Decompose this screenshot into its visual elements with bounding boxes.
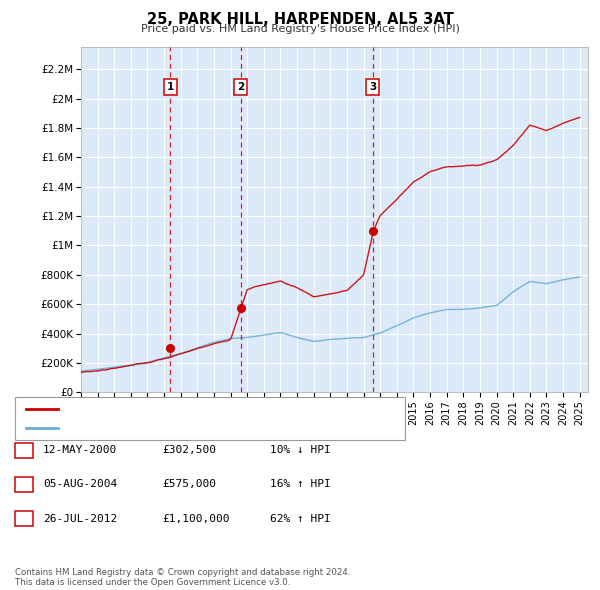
Text: 3: 3 <box>20 514 28 523</box>
Text: 3: 3 <box>369 82 377 92</box>
Text: 1: 1 <box>20 445 28 455</box>
Text: 12-MAY-2000: 12-MAY-2000 <box>43 445 118 455</box>
Text: £302,500: £302,500 <box>162 445 216 455</box>
Text: HPI: Average price, detached house, St Albans: HPI: Average price, detached house, St A… <box>63 422 305 432</box>
Text: 26-JUL-2012: 26-JUL-2012 <box>43 514 118 523</box>
Text: 10% ↓ HPI: 10% ↓ HPI <box>270 445 331 455</box>
Text: 05-AUG-2004: 05-AUG-2004 <box>43 480 118 489</box>
Text: £1,100,000: £1,100,000 <box>162 514 229 523</box>
Text: 1: 1 <box>167 82 174 92</box>
Text: 62% ↑ HPI: 62% ↑ HPI <box>270 514 331 523</box>
Text: Contains HM Land Registry data © Crown copyright and database right 2024.
This d: Contains HM Land Registry data © Crown c… <box>15 568 350 587</box>
Text: Price paid vs. HM Land Registry's House Price Index (HPI): Price paid vs. HM Land Registry's House … <box>140 24 460 34</box>
Text: 2: 2 <box>20 480 28 489</box>
Text: 25, PARK HILL, HARPENDEN, AL5 3AT (detached house): 25, PARK HILL, HARPENDEN, AL5 3AT (detac… <box>63 404 350 414</box>
Text: 25, PARK HILL, HARPENDEN, AL5 3AT: 25, PARK HILL, HARPENDEN, AL5 3AT <box>146 12 454 27</box>
Text: £575,000: £575,000 <box>162 480 216 489</box>
Text: 2: 2 <box>237 82 244 92</box>
Text: 16% ↑ HPI: 16% ↑ HPI <box>270 480 331 489</box>
